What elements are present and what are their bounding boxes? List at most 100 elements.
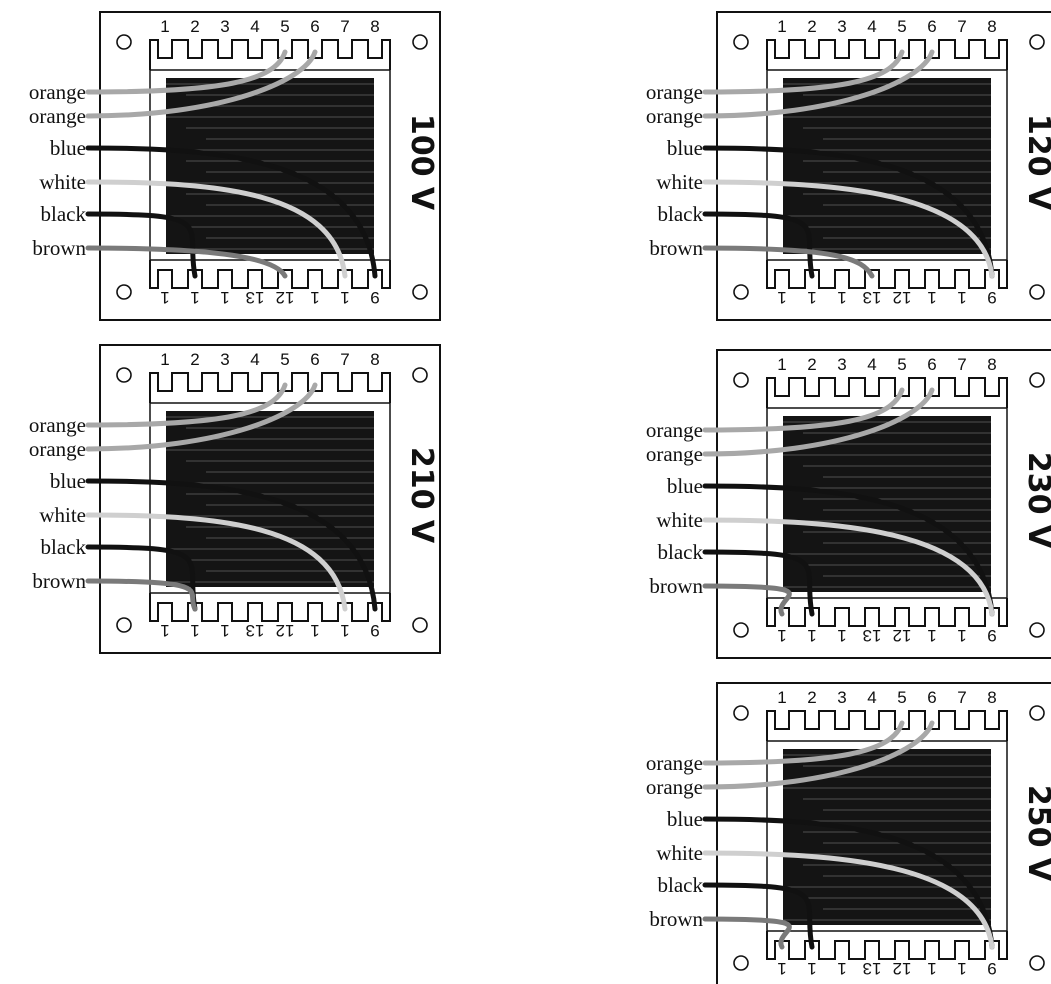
- mounting-hole: [1029, 34, 1045, 50]
- top-pin-number: 5: [897, 355, 906, 374]
- mounting-hole: [412, 367, 428, 383]
- top-pin-number: 1: [160, 17, 169, 36]
- wire-label-orange: orange: [29, 104, 86, 128]
- wire-label-orange: orange: [646, 418, 703, 442]
- wire-label-blue: blue: [50, 136, 86, 160]
- wire-white: [85, 179, 348, 279]
- top-pin-comb: [766, 710, 1008, 741]
- bottom-pin-number: 1: [190, 288, 199, 307]
- top-pin-number: 3: [837, 17, 846, 36]
- bottom-pin-comb: [766, 260, 1008, 289]
- wire-orange_2: [702, 720, 935, 790]
- top-pin-number: 6: [927, 17, 936, 36]
- wire-label-brown: brown: [649, 907, 703, 931]
- wire-label-brown: brown: [649, 574, 703, 598]
- top-pin-number: 2: [807, 355, 816, 374]
- bottom-pin-comb: [149, 593, 391, 622]
- wire-white: [702, 179, 995, 279]
- mounting-hole: [412, 34, 428, 50]
- wire-label-blue: blue: [50, 469, 86, 493]
- top-pin-number: 1: [777, 17, 786, 36]
- top-pin-number: 5: [897, 688, 906, 707]
- bottom-pin-number: 13: [863, 626, 882, 645]
- top-pin-number: 4: [250, 350, 259, 369]
- wire-label-orange: orange: [29, 80, 86, 104]
- mounting-hole: [116, 34, 132, 50]
- wire-label-blue: blue: [667, 474, 703, 498]
- top-pin-number: 1: [777, 688, 786, 707]
- wire-black: [702, 882, 815, 950]
- bottom-pin-number: 1: [927, 288, 936, 307]
- mounting-hole: [1029, 955, 1045, 971]
- mounting-hole: [1029, 372, 1045, 388]
- top-pin-number: 1: [777, 355, 786, 374]
- top-pin-number: 4: [867, 688, 876, 707]
- top-pin-number: 8: [987, 17, 996, 36]
- wire-label-blue: blue: [667, 136, 703, 160]
- wire-label-orange: orange: [646, 80, 703, 104]
- bottom-pin-number: 13: [246, 621, 265, 640]
- top-pin-number: 7: [957, 355, 966, 374]
- top-pin-comb: [766, 377, 1008, 408]
- wire-orange_2: [85, 49, 318, 119]
- mounting-hole: [733, 705, 749, 721]
- voltage-label: 210 V: [404, 447, 439, 544]
- bottom-pin-comb: [766, 598, 1008, 627]
- wire-label-white: white: [656, 170, 703, 194]
- bottom-pin-comb: [149, 260, 391, 289]
- bottom-pin-number: 1: [777, 959, 786, 978]
- mounting-hole: [733, 34, 749, 50]
- wire-label-black: black: [41, 535, 87, 559]
- wire-label-brown: brown: [649, 236, 703, 260]
- mounting-hole: [412, 284, 428, 300]
- bottom-pin-number: 12: [276, 621, 295, 640]
- bottom-pin-number: 9: [370, 621, 379, 640]
- top-pin-number: 6: [927, 688, 936, 707]
- mounting-hole: [116, 617, 132, 633]
- wire-label-blue: blue: [667, 807, 703, 831]
- wire-label-orange: orange: [646, 104, 703, 128]
- mounting-hole: [733, 284, 749, 300]
- wire-orange_2: [702, 387, 935, 457]
- top-pin-number: 8: [370, 17, 379, 36]
- wire-label-white: white: [39, 170, 86, 194]
- wire-label-black: black: [658, 873, 704, 897]
- bottom-pin-number: 1: [160, 621, 169, 640]
- bottom-pin-number: 9: [987, 626, 996, 645]
- bottom-pin-number: 12: [276, 288, 295, 307]
- bottom-pin-number: 13: [246, 288, 265, 307]
- wire-orange_2: [85, 382, 318, 452]
- wire-black: [702, 549, 815, 617]
- top-pin-comb: [149, 39, 391, 70]
- mounting-hole: [1029, 622, 1045, 638]
- top-pin-number: 8: [987, 355, 996, 374]
- mounting-hole: [412, 617, 428, 633]
- bottom-pin-number: 13: [863, 959, 882, 978]
- wire-orange_1: [702, 720, 905, 766]
- top-pin-number: 3: [220, 17, 229, 36]
- bottom-pin-number: 1: [837, 288, 846, 307]
- wire-orange_1: [702, 49, 905, 95]
- bottom-pin-number: 1: [310, 288, 319, 307]
- wire-blue: [702, 483, 995, 617]
- mounting-hole: [116, 367, 132, 383]
- top-pin-number: 2: [807, 17, 816, 36]
- voltage-label: 250 V: [1021, 785, 1051, 882]
- top-pin-number: 6: [310, 17, 319, 36]
- top-pin-number: 3: [220, 350, 229, 369]
- bottom-pin-number: 1: [807, 959, 816, 978]
- top-pin-number: 2: [190, 17, 199, 36]
- wire-label-orange: orange: [646, 751, 703, 775]
- bottom-pin-number: 1: [957, 626, 966, 645]
- bottom-pin-number: 12: [893, 626, 912, 645]
- bottom-pin-number: 1: [340, 288, 349, 307]
- wire-brown: [85, 578, 198, 612]
- top-pin-number: 4: [867, 355, 876, 374]
- bottom-pin-number: 9: [987, 288, 996, 307]
- top-pin-number: 5: [280, 17, 289, 36]
- top-pin-number: 7: [957, 17, 966, 36]
